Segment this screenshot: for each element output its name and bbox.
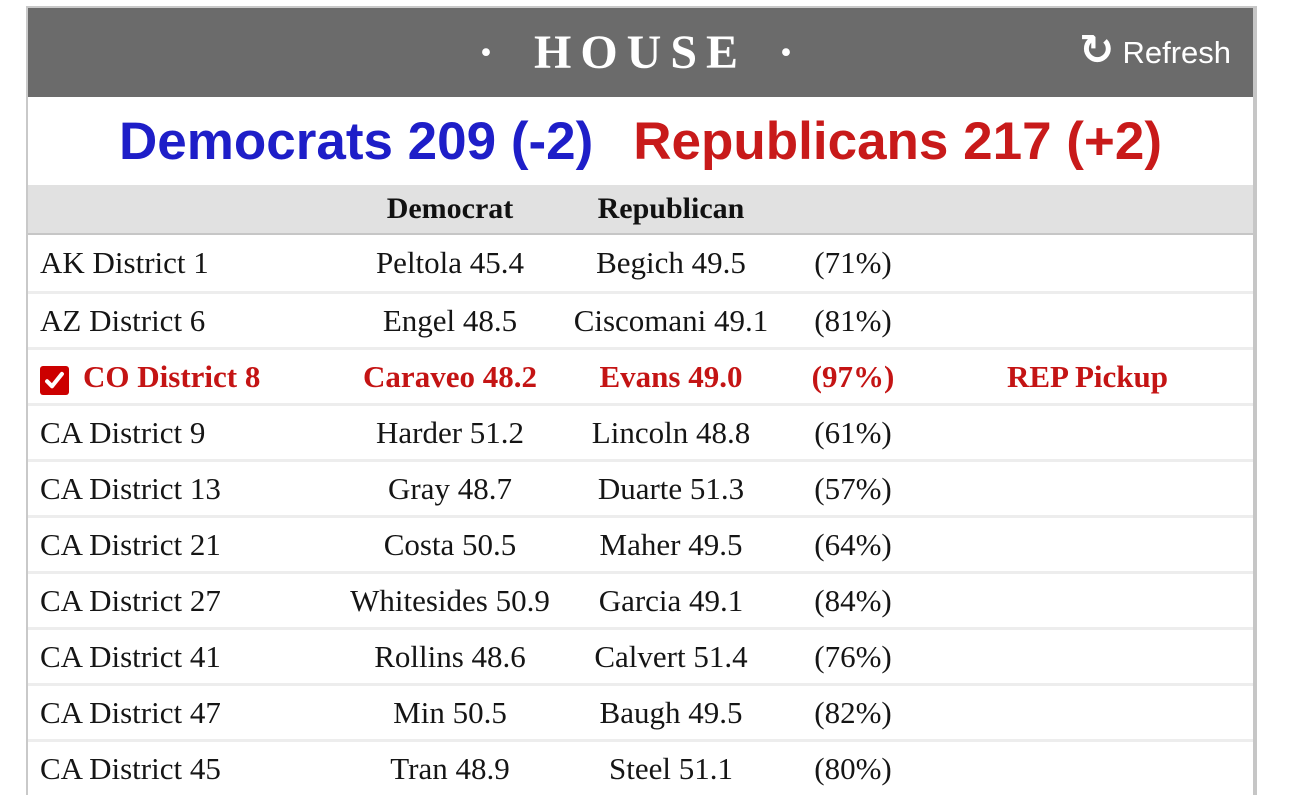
table-row: CA District 41 Rollins 48.6 Calvert 51.4… (28, 627, 1253, 683)
reporting-cell: (76%) (784, 627, 922, 683)
district-cell: CA District 13 (28, 459, 342, 515)
checked-icon (40, 365, 69, 395)
district-cell: AZ District 6 (28, 291, 342, 347)
district-cell: CA District 27 (28, 571, 342, 627)
table-header-row: Democrat Republican (28, 185, 1253, 235)
reporting-cell: (82%) (784, 683, 922, 739)
republicans-total: Republicans 217 (+2) (633, 111, 1162, 171)
democrat-cell: Whitesides 50.9 (342, 571, 558, 627)
pickup-cell (922, 571, 1253, 627)
democrat-cell: Gray 48.7 (342, 459, 558, 515)
district-cell: CA District 21 (28, 515, 342, 571)
democrat-cell: Costa 50.5 (342, 515, 558, 571)
table-row: CA District 9 Harder 51.2 Lincoln 48.8 (… (28, 403, 1253, 459)
column-header-reporting (784, 185, 922, 235)
republican-cell: Lincoln 48.8 (558, 403, 784, 459)
pickup-cell (922, 739, 1253, 795)
district-label: CO District 8 (83, 358, 261, 394)
table-row: AK District 1 Peltola 45.4 Begich 49.5 (… (28, 235, 1253, 291)
refresh-button[interactable]: ↻ Refresh (1079, 8, 1231, 97)
reporting-cell: (64%) (784, 515, 922, 571)
republican-cell: Duarte 51.3 (558, 459, 784, 515)
table-row: CA District 45 Tran 48.9 Steel 51.1 (80%… (28, 739, 1253, 795)
pickup-cell (922, 627, 1253, 683)
results-table: Democrat Republican AK District 1 Peltol… (28, 185, 1253, 795)
table-row: CA District 13 Gray 48.7 Duarte 51.3 (57… (28, 459, 1253, 515)
reporting-cell: (81%) (784, 291, 922, 347)
table-row-pickup-highlight: CO District 8 Caraveo 48.2 Evans 49.0 (9… (28, 347, 1253, 403)
column-header-democrat: Democrat (342, 185, 558, 235)
republican-cell: Maher 49.5 (558, 515, 784, 571)
district-cell: CO District 8 (28, 347, 342, 403)
district-cell: CA District 9 (28, 403, 342, 459)
republican-cell: Steel 51.1 (558, 739, 784, 795)
pickup-cell: REP Pickup (922, 347, 1253, 403)
seat-summary: Democrats 209 (-2) Republicans 217 (+2) (28, 97, 1253, 185)
republican-cell: Evans 49.0 (558, 347, 784, 403)
democrats-total: Democrats 209 (-2) (119, 111, 594, 171)
table-row: CA District 21 Costa 50.5 Maher 49.5 (64… (28, 515, 1253, 571)
house-results-panel: · HOUSE · ↻ Refresh Democrats 209 (-2) R… (26, 6, 1257, 795)
republican-cell: Calvert 51.4 (558, 627, 784, 683)
district-cell: CA District 45 (28, 739, 342, 795)
pickup-cell (922, 291, 1253, 347)
democrat-cell: Caraveo 48.2 (342, 347, 558, 403)
pickup-cell (922, 459, 1253, 515)
table-row: AZ District 6 Engel 48.5 Ciscomani 49.1 … (28, 291, 1253, 347)
district-cell: AK District 1 (40, 245, 209, 280)
table-row: CA District 27 Whitesides 50.9 Garcia 49… (28, 571, 1253, 627)
democrat-cell: Peltola 45.4 (375, 245, 525, 280)
reporting-cell: (57%) (784, 459, 922, 515)
refresh-label: Refresh (1122, 34, 1231, 70)
header-bar: · HOUSE · ↻ Refresh (28, 8, 1253, 97)
pickup-cell (922, 235, 1253, 291)
column-header-republican: Republican (558, 185, 784, 235)
pickup-cell (922, 403, 1253, 459)
reporting-cell: (71%) (814, 245, 892, 280)
column-header-pickup (922, 185, 1253, 235)
reporting-cell: (84%) (784, 571, 922, 627)
democrat-cell: Min 50.5 (342, 683, 558, 739)
pickup-cell (922, 515, 1253, 571)
reporting-cell: (97%) (784, 347, 922, 403)
page-title: · HOUSE · (477, 26, 804, 79)
column-header-district (28, 185, 342, 235)
republican-cell: Ciscomani 49.1 (558, 291, 784, 347)
reporting-cell: (61%) (784, 403, 922, 459)
results-body: AK District 1 Peltola 45.4 Begich 49.5 (… (28, 235, 1253, 795)
democrat-cell: Engel 48.5 (342, 291, 558, 347)
table-row: CA District 47 Min 50.5 Baugh 49.5 (82%) (28, 683, 1253, 739)
republican-cell: Baugh 49.5 (558, 683, 784, 739)
pickup-cell (922, 683, 1253, 739)
district-cell: CA District 41 (28, 627, 342, 683)
republican-cell: Begich 49.5 (596, 245, 746, 280)
democrat-cell: Rollins 48.6 (342, 627, 558, 683)
republican-cell: Garcia 49.1 (558, 571, 784, 627)
democrat-cell: Harder 51.2 (342, 403, 558, 459)
refresh-icon: ↻ (1079, 24, 1115, 74)
district-cell: CA District 47 (28, 683, 342, 739)
reporting-cell: (80%) (784, 739, 922, 795)
democrat-cell: Tran 48.9 (342, 739, 558, 795)
